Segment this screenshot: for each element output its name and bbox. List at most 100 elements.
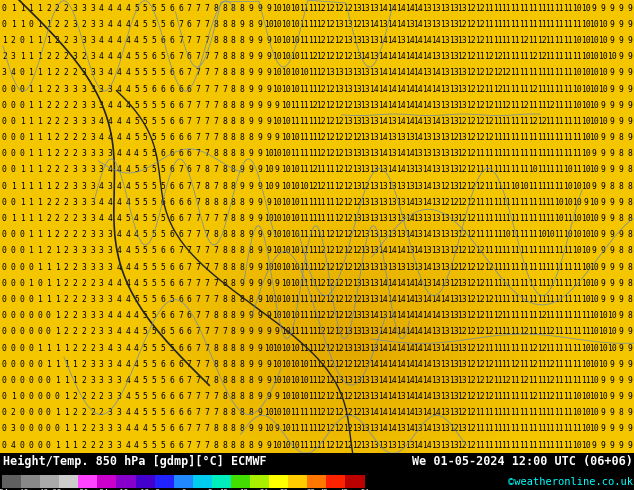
Text: 11: 11 [545,20,555,29]
Text: 2: 2 [72,133,77,142]
Text: 0: 0 [2,263,7,271]
Text: 9: 9 [601,101,605,110]
Text: 13: 13 [361,117,370,126]
Text: 11: 11 [299,198,309,207]
Text: 9: 9 [249,52,254,61]
Text: 2: 2 [63,279,68,288]
Text: 11: 11 [572,117,581,126]
Text: 12: 12 [466,198,476,207]
Text: 11: 11 [545,408,555,417]
Text: 11: 11 [501,360,511,368]
Text: 10: 10 [281,408,291,417]
Text: 1: 1 [37,20,42,29]
Text: 9: 9 [275,279,280,288]
Text: 12: 12 [316,133,327,142]
Text: 0: 0 [20,408,25,417]
Text: 11: 11 [299,214,309,223]
Text: 14: 14 [387,52,397,61]
Text: 10: 10 [581,20,590,29]
Text: 14: 14 [387,360,397,368]
Text: 9: 9 [275,424,280,434]
Text: 10: 10 [563,166,573,174]
Text: 9: 9 [609,246,614,255]
Text: 6: 6 [178,392,183,401]
Text: 0: 0 [2,295,7,304]
Text: 10: 10 [572,408,581,417]
Text: 5: 5 [134,117,139,126]
Text: 12: 12 [466,20,476,29]
Text: 10: 10 [281,182,291,191]
Text: 13: 13 [378,20,388,29]
Text: 11: 11 [299,149,309,158]
Text: 11: 11 [510,36,520,45]
Text: 3: 3 [81,85,86,94]
Text: 4: 4 [117,36,121,45]
Text: 12: 12 [457,441,467,450]
Text: 12: 12 [334,133,344,142]
Text: 4: 4 [126,101,130,110]
Bar [346,474,365,488]
Text: 13: 13 [457,85,467,94]
Text: 10: 10 [590,133,599,142]
Text: 13: 13 [352,279,361,288]
Text: 5: 5 [160,263,165,271]
Text: 14: 14 [396,343,406,352]
Text: 7: 7 [196,149,200,158]
Text: 12: 12 [475,279,485,288]
Text: 0: 0 [2,3,7,13]
Text: 4: 4 [99,36,104,45]
Text: 12: 12 [475,117,485,126]
Text: 6: 6 [169,441,174,450]
Text: 8: 8 [222,182,227,191]
Text: 9: 9 [240,311,245,320]
Text: 11: 11 [519,133,529,142]
Text: 11: 11 [519,52,529,61]
Text: 6: 6 [187,85,191,94]
Text: 11: 11 [501,279,511,288]
Text: 5: 5 [169,295,174,304]
Text: 2: 2 [55,133,60,142]
Text: 9: 9 [601,279,605,288]
Text: 9: 9 [609,295,614,304]
Text: 1: 1 [2,36,7,45]
Text: 11: 11 [493,343,502,352]
Text: 8: 8 [240,36,245,45]
Text: 13: 13 [440,263,450,271]
Text: 12: 12 [325,85,335,94]
Text: 10: 10 [607,343,617,352]
Text: 11: 11 [563,214,573,223]
Text: 11: 11 [554,20,564,29]
Text: 4: 4 [117,360,121,368]
Text: 11: 11 [510,376,520,385]
Text: 14: 14 [370,20,379,29]
Text: 5: 5 [160,3,165,13]
Text: 11: 11 [299,133,309,142]
Text: 12: 12 [343,230,353,239]
Text: 3: 3 [72,166,77,174]
Text: 11: 11 [510,166,520,174]
Text: 10: 10 [281,166,291,174]
Text: 5: 5 [152,20,157,29]
Text: 14: 14 [378,117,388,126]
Text: 11: 11 [554,408,564,417]
Text: 7: 7 [205,101,209,110]
Text: 11: 11 [307,68,318,77]
Text: 11: 11 [545,246,555,255]
Text: 3: 3 [72,36,77,45]
Text: 12: 12 [466,360,476,368]
Text: 10: 10 [273,230,282,239]
Text: 12: 12 [325,246,335,255]
Text: 8: 8 [618,214,623,223]
Bar [155,474,174,488]
Text: 8: 8 [240,392,245,401]
Text: 3: 3 [72,3,77,13]
Text: 1: 1 [63,376,68,385]
Text: 12: 12 [316,392,327,401]
Text: 11: 11 [528,214,538,223]
Text: 10: 10 [572,182,581,191]
Text: 7: 7 [196,343,200,352]
Text: 0: 0 [46,311,51,320]
Text: 8: 8 [627,263,632,271]
Text: 10: 10 [572,198,581,207]
Text: 10: 10 [590,230,599,239]
